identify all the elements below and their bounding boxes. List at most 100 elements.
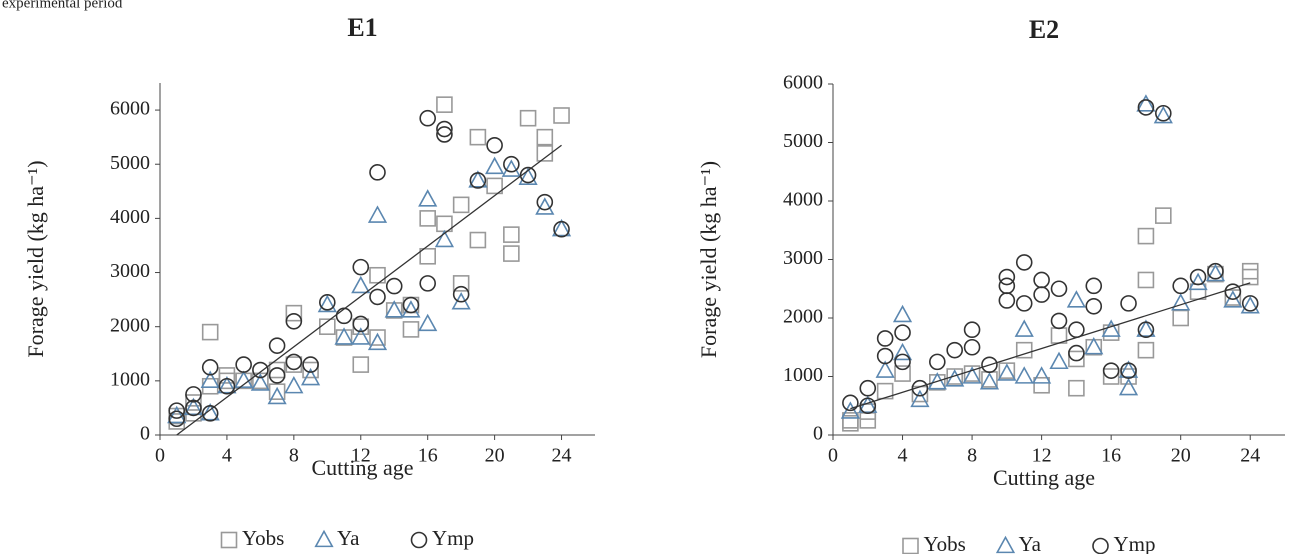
point [997, 363, 1017, 381]
point [519, 109, 537, 127]
point [518, 167, 538, 185]
point [419, 210, 436, 227]
point [894, 353, 911, 371]
point [963, 338, 981, 356]
y-tick-label: 0 [813, 423, 823, 445]
point [1241, 295, 1259, 312]
point [894, 365, 911, 382]
point [1118, 377, 1139, 396]
x-tick-label: 12 [351, 445, 371, 467]
point [200, 370, 220, 389]
point [553, 220, 570, 238]
point [1155, 207, 1172, 224]
point [234, 370, 254, 389]
point [1172, 309, 1189, 327]
point [1205, 263, 1226, 282]
point [285, 353, 303, 371]
point [1241, 262, 1259, 280]
point [840, 401, 860, 419]
point [553, 107, 570, 124]
legend-label: Ya [1019, 532, 1042, 554]
point [218, 367, 236, 384]
x-tick-label: 8 [967, 445, 977, 467]
point [536, 145, 554, 162]
point [486, 177, 503, 195]
point [217, 375, 237, 394]
point [218, 377, 236, 395]
point [1085, 297, 1103, 315]
point [998, 362, 1016, 379]
point [1223, 290, 1243, 308]
point [436, 126, 453, 143]
y-axis-label: Forage yield (kg ha⁻¹) [696, 161, 721, 358]
x-tick-label: 0 [828, 445, 838, 467]
chart-title: E1 [347, 13, 377, 42]
point [235, 356, 252, 373]
point [369, 288, 386, 306]
y-tick-label: 4000 [110, 206, 150, 228]
point [1241, 268, 1259, 286]
point [285, 304, 303, 322]
point [1066, 290, 1086, 308]
point [319, 294, 336, 311]
x-tick-label: 0 [155, 445, 165, 467]
point [352, 258, 370, 276]
point [1137, 99, 1155, 116]
point [1033, 286, 1050, 303]
trend-line [176, 144, 562, 436]
point [335, 307, 353, 325]
y-tick-label: 3000 [783, 247, 823, 269]
point [1068, 344, 1085, 362]
point [201, 359, 219, 376]
point [1049, 351, 1069, 370]
point [185, 394, 202, 411]
point [1120, 295, 1137, 312]
legend-label: Ya [337, 526, 360, 550]
point [892, 342, 913, 361]
point [1015, 295, 1033, 312]
point [401, 300, 421, 318]
point [1084, 336, 1104, 355]
point [503, 155, 520, 173]
y-tick-label: 3000 [110, 260, 150, 282]
point [1137, 321, 1155, 339]
point [352, 315, 370, 333]
point [351, 275, 371, 294]
point [1015, 341, 1033, 359]
y-axis-label: Forage yield (kg ha⁻¹) [23, 160, 48, 357]
x-tick-label: 4 [222, 445, 232, 467]
point [201, 323, 219, 341]
y-tick-label: 1000 [110, 368, 150, 390]
point [859, 412, 877, 429]
point [1153, 105, 1173, 124]
point [268, 361, 286, 379]
legend-marker [995, 535, 1016, 554]
point [1136, 94, 1156, 112]
point [503, 226, 520, 243]
point [927, 372, 947, 390]
point [185, 386, 202, 403]
point [1033, 376, 1050, 394]
point [300, 367, 321, 386]
point [1155, 104, 1172, 122]
point [468, 170, 488, 188]
point [352, 356, 370, 373]
point [252, 361, 269, 379]
point [929, 353, 946, 371]
point [302, 361, 319, 379]
x-tick-label: 12 [1032, 445, 1052, 467]
point [168, 410, 186, 428]
point [892, 304, 913, 323]
point [1136, 319, 1156, 337]
x-tick-label: 16 [418, 445, 438, 467]
point [536, 128, 554, 146]
point [1188, 272, 1208, 291]
y-tick-label: 5000 [110, 152, 150, 174]
chart-title: E2 [1029, 15, 1059, 44]
point [284, 375, 304, 394]
point [981, 356, 998, 374]
point [1014, 366, 1034, 384]
point [1050, 280, 1068, 298]
point [452, 275, 470, 292]
